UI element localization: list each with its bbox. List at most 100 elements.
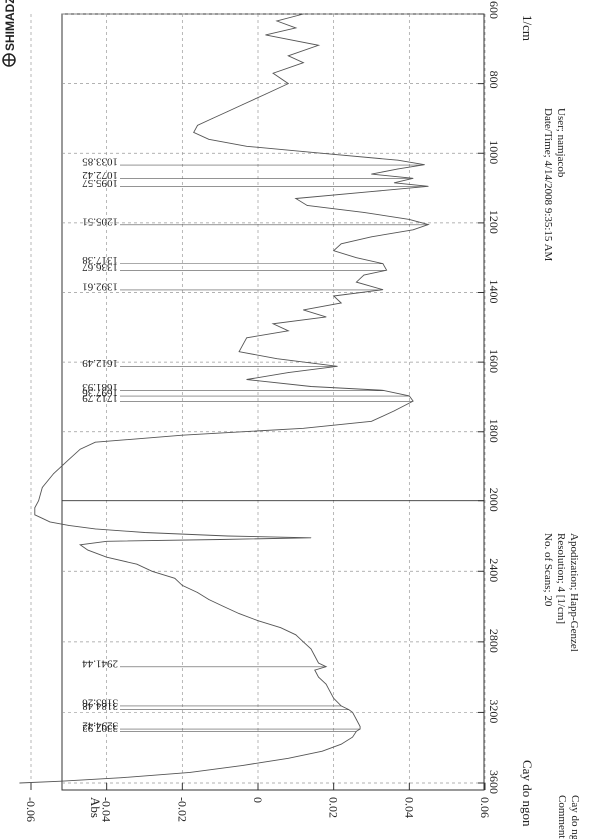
y-tick-label: -0.02 xyxy=(175,797,189,822)
spectrum-point xyxy=(306,205,308,206)
x-tick-label: 1800 xyxy=(487,419,501,443)
spectrum-point xyxy=(427,185,429,187)
peak-label: 1072.42 xyxy=(82,169,118,181)
spectrum-point xyxy=(53,473,55,474)
spectrum-point xyxy=(424,164,425,166)
y-tick-label: -0.06 xyxy=(24,797,38,822)
scans-info: No. of Scans; 20 xyxy=(542,533,554,607)
spectrum-point xyxy=(318,676,319,678)
spectrum-point xyxy=(356,719,357,720)
spectrum-point xyxy=(208,599,210,600)
spectrum-point xyxy=(121,777,123,779)
peak-label: 1095.57 xyxy=(82,177,118,189)
spectrum-point xyxy=(329,690,331,692)
spectrum-point xyxy=(34,507,36,509)
peak-label: 3294.42 xyxy=(82,720,118,732)
spectrum-point xyxy=(38,500,39,502)
spectrum-point xyxy=(287,330,289,332)
y-tick-label: 0.04 xyxy=(402,797,416,818)
spectrum-point xyxy=(272,323,274,325)
peak-label: 1712.79 xyxy=(82,392,118,404)
datetime-info: Date/Time; 4/14/2008 9:35:15 AM xyxy=(542,108,554,262)
spectrum-point xyxy=(295,198,297,199)
spectrum-point xyxy=(41,487,43,488)
comment-value: Cay do ngon xyxy=(569,795,581,839)
spectrum-point xyxy=(310,537,312,539)
spectrum-point xyxy=(314,655,316,657)
spectrum-point xyxy=(287,55,289,57)
spectrum-point xyxy=(371,173,372,175)
spectrum-point xyxy=(325,316,327,318)
spectrum-point xyxy=(303,309,304,311)
y-tick-label: -0.04 xyxy=(100,797,114,822)
spectrum-point xyxy=(310,386,312,387)
spectrum-point xyxy=(106,556,108,558)
spectrum-point xyxy=(295,27,297,29)
spectrum-point xyxy=(295,634,297,636)
spectrum-point xyxy=(359,726,361,727)
x-tick-label: 2400 xyxy=(487,558,501,582)
sample-name: Cay do ngon xyxy=(520,760,535,827)
x-tick-label: 1400 xyxy=(487,280,501,304)
spectrum-series xyxy=(19,13,430,784)
spectrum-point xyxy=(333,295,335,297)
spectrum-point xyxy=(246,379,248,380)
spectrum-point xyxy=(151,570,153,572)
spectrum-point xyxy=(352,712,353,713)
peak-label: 3163.26 xyxy=(82,696,118,708)
spectrum-point xyxy=(287,83,289,84)
spectrum-point xyxy=(68,525,70,526)
peak-label: 1336.67 xyxy=(82,261,118,273)
spectrum-point xyxy=(287,757,289,759)
apodization-info: Apodization; Happ-Genzel xyxy=(568,533,580,652)
spectrum-point xyxy=(393,410,395,412)
peak-label: 1392.61 xyxy=(82,280,118,292)
spectrum-point xyxy=(212,118,213,119)
spectrum-point xyxy=(242,765,244,766)
spectrum-point xyxy=(321,750,323,752)
spectrum-point xyxy=(363,274,365,276)
spectrum-point xyxy=(325,666,327,668)
brand-name: SHIMADZU xyxy=(3,0,17,51)
spectrum-point xyxy=(189,772,191,773)
spectrum-point xyxy=(79,544,81,546)
spectrum-point xyxy=(340,743,342,745)
spectrum-point xyxy=(310,648,312,650)
axes: 0.06 0.04 0.02 0 -0.02 -0.04 -0.06 600 800 1000 12… xyxy=(24,1,501,822)
spectrum-point xyxy=(318,44,319,46)
spectrum-point xyxy=(181,434,183,436)
spectrum-point xyxy=(356,257,357,259)
x-tick-label: 2000 xyxy=(487,488,501,512)
spectrum-point xyxy=(197,592,198,593)
spectrum-point xyxy=(412,400,414,402)
spectrum-point xyxy=(363,212,365,213)
x-tick-label: 3200 xyxy=(487,699,501,723)
spectrum-point xyxy=(227,111,229,112)
y-tick-label: 0 xyxy=(251,797,265,803)
spectrum-point xyxy=(223,606,225,607)
x-tick-label: 1600 xyxy=(487,349,501,373)
spectrum-point xyxy=(356,281,357,283)
x-tick-label: 800 xyxy=(487,71,501,89)
spectrum-point xyxy=(303,641,304,643)
spectrum-point xyxy=(242,344,244,346)
peak-label: 3307.92 xyxy=(82,722,118,734)
spectrum-point xyxy=(227,535,229,537)
spectrum-point xyxy=(106,540,108,542)
comment-label: Comment; xyxy=(556,795,568,839)
spectrum-line xyxy=(19,13,430,784)
spectrum-point xyxy=(321,152,323,154)
spectrum-point xyxy=(280,627,282,629)
spectrum-point xyxy=(174,577,176,579)
spectrum-point xyxy=(386,269,387,271)
spectrum-point xyxy=(371,191,372,192)
peak-label: 1612.49 xyxy=(82,357,118,369)
spectrum-point xyxy=(303,427,304,429)
spectrum-point xyxy=(408,219,410,220)
spectrum-point xyxy=(68,459,70,460)
spectrum-point xyxy=(193,132,195,133)
spectrum-point xyxy=(427,224,429,225)
spectrum-point xyxy=(94,528,96,530)
spectrum-point xyxy=(144,532,145,533)
